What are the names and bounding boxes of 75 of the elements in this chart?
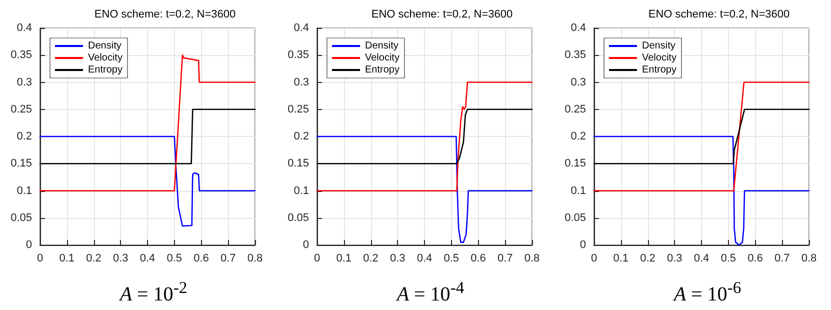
x-tick-label: 0 [36,252,44,264]
y-tick-label: 0.1 [294,184,309,197]
x-tick-label: 0.1 [336,252,352,264]
y-tick-label: 0.2 [570,130,586,142]
y-tick-label: 0.15 [564,158,586,170]
legend-label: Velocity [642,52,676,64]
y-tick-label: 0.25 [288,103,309,116]
y-tick-label: 0.05 [10,212,32,224]
x-tick-label: 0.1 [613,252,629,264]
x-tick-label: 0.6 [470,252,486,264]
line-series [316,136,533,243]
legend-label: Density [642,40,676,52]
legend-label: Entropy [642,64,676,76]
y-tick-label: 0.35 [288,49,309,62]
legend-label: Density [88,40,122,52]
x-tick-label: 0.4 [140,252,156,264]
y-tick-label: 0.35 [564,49,586,62]
x-tick-label: 0.7 [497,252,513,264]
x-tick-label: 0.7 [220,252,236,264]
x-tick-label: 0.7 [774,252,790,264]
y-tick-label: 0.3 [16,76,32,88]
y-tick-label: 0.3 [570,76,586,88]
legend-label: Velocity [365,52,400,64]
chart-title: ENO scheme: t=0.2, N=3600 [94,8,236,20]
y-tick-label: 0.15 [288,158,309,170]
legend-label: Velocity [88,52,122,64]
x-tick-label: 0.1 [59,252,75,264]
x-tick-label: 0.6 [748,252,763,264]
y-tick-label: 0 [302,239,309,251]
x-tick-label: 0.6 [194,252,209,264]
legend-label: Entropy [88,64,122,76]
y-tick-label: 0.25 [10,103,32,116]
y-tick-label: 0.05 [564,212,586,224]
y-tick-label: 0.4 [570,22,586,34]
y-tick-label: 0.05 [288,212,309,224]
x-tick-label: 0.2 [86,252,102,264]
x-tick-label: 0 [590,252,598,264]
x-tick-label: 0.4 [694,252,710,264]
legend-label: Entropy [365,64,400,76]
x-tick-label: 0.2 [640,252,656,264]
y-tick-label: 0.1 [16,184,32,197]
x-tick-label: 0.2 [363,252,378,264]
x-tick-label: 0.8 [247,252,263,264]
line-series [593,108,810,164]
line-series [39,136,256,227]
x-tick-label: 0.3 [390,252,406,264]
y-tick-label: 0 [26,239,32,251]
y-tick-label: 0.25 [564,103,586,116]
text: A = 10$^{-6}$ [672,278,742,307]
y-tick-label: 0 [580,239,586,251]
y-tick-label: 0.2 [294,130,309,142]
y-tick-label: 0.15 [10,158,32,170]
y-tick-label: 0.4 [16,22,32,34]
x-tick-label: 0.8 [524,252,540,264]
y-tick-label: 0.2 [16,130,32,142]
x-tick-label: 0.8 [801,252,817,264]
line-series [316,108,533,164]
line-series [316,82,533,192]
x-tick-label: 0.5 [720,252,736,264]
chart-title: ENO scheme: t=0.2, N=3600 [371,8,513,20]
x-tick-label: 0 [314,252,320,264]
x-tick-label: 0.3 [112,252,128,264]
line-series [39,54,256,192]
x-tick-label: 0.3 [666,252,682,264]
legend-label: Density [365,40,398,52]
x-tick-label: 0.5 [166,252,182,264]
y-tick-label: 0.3 [294,76,309,88]
x-tick-label: 0.4 [416,252,432,264]
chart-title: ENO scheme: t=0.2, N=3600 [648,8,790,20]
x-tick-label: 0.5 [444,252,460,264]
text: A = 10$^{-2}$ [118,278,188,307]
y-tick-label: 0.1 [570,184,586,197]
y-tick-label: 0.4 [294,22,309,34]
y-tick-label: 0.35 [10,49,32,62]
text: A = 10$^{-4}$ [394,278,466,307]
